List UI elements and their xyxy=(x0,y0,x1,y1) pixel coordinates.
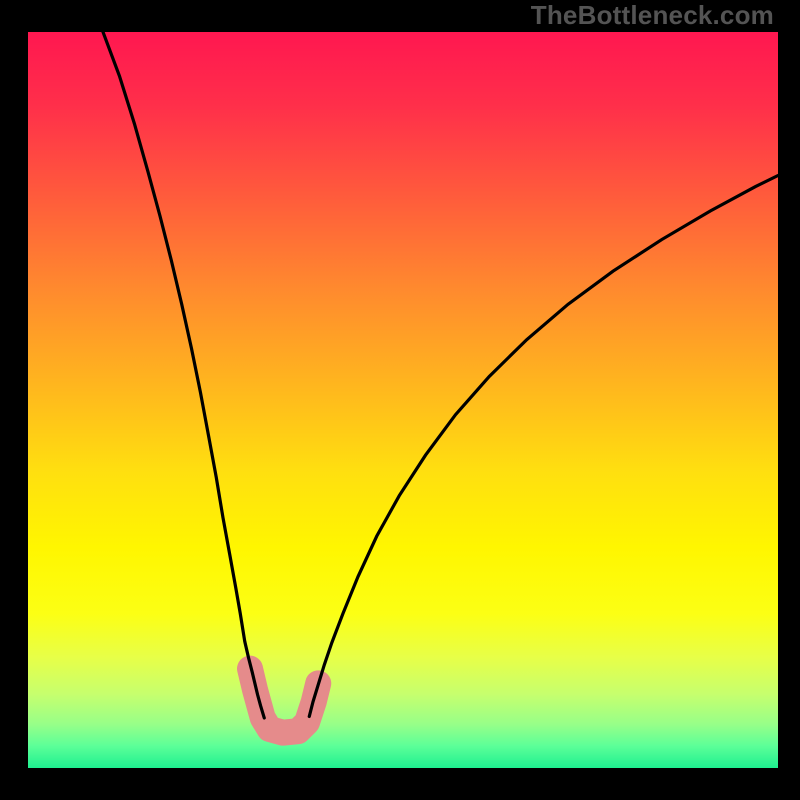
curve-right xyxy=(309,176,778,717)
chart-svg xyxy=(0,0,800,800)
curve-left xyxy=(103,32,264,718)
watermark-text: TheBottleneck.com xyxy=(531,0,774,31)
